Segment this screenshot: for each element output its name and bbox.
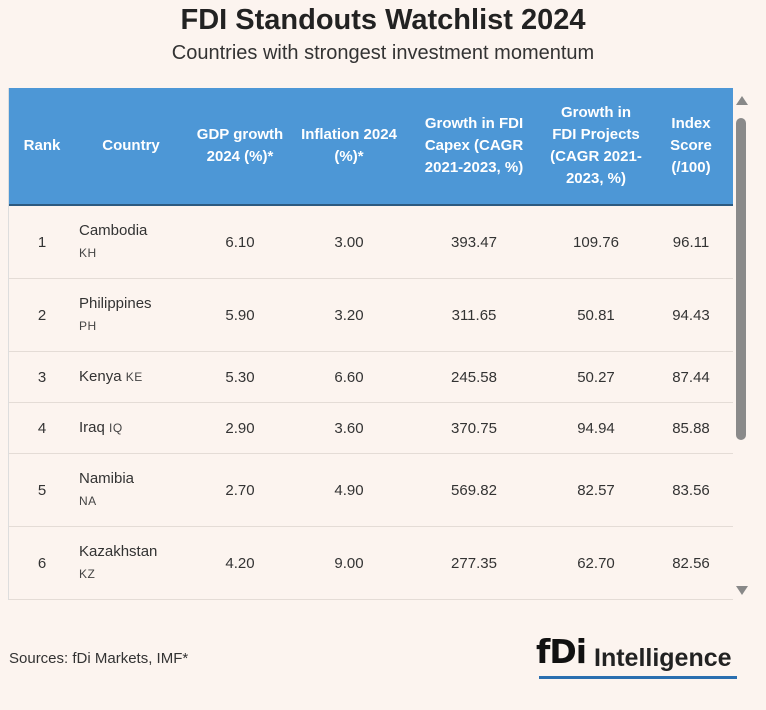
inflation-cell: 9.00 [293,526,405,600]
table-container[interactable]: Rank Country GDP growth 2024 (%)* Inflat… [8,88,733,600]
scrollbar-thumb[interactable] [736,118,746,440]
rank-cell: 2 [9,278,75,352]
header-fdi-projects-growth[interactable]: Growth in FDI Projects (CAGR 2021-2023, … [543,88,649,206]
table-row: 2 Philippines PH 5.90 3.20 311.65 50.81 … [9,278,733,352]
country-code: KZ [79,567,96,581]
table-row: 4 Iraq IQ 2.90 3.60 370.75 94.94 85.88 [9,402,733,454]
page-subtitle: Countries with strongest investment mome… [171,42,595,64]
projects-cell: 50.27 [543,351,649,403]
score-cell: 96.11 [649,205,733,279]
capex-cell: 311.65 [405,278,543,352]
capex-cell: 569.82 [405,453,543,527]
projects-cell: 82.57 [543,453,649,527]
table-row: 3 Kenya KE 5.30 6.60 245.58 50.27 87.44 [9,351,733,403]
country-cell: Namibia NA [75,453,187,527]
gdp-cell: 4.20 [187,526,293,600]
gdp-cell: 2.90 [187,402,293,454]
rank-cell: 6 [9,526,75,600]
country-cell: Iraq IQ [75,402,187,454]
gdp-cell: 5.90 [187,278,293,352]
scroll-up-arrow-icon[interactable] [736,96,748,105]
header-index-score[interactable]: Index Score (/100) [649,88,733,206]
table-header-row: Rank Country GDP growth 2024 (%)* Inflat… [9,88,733,206]
country-code: KH [79,246,97,260]
table-row: 1 Cambodia KH 6.10 3.00 393.47 109.76 96… [9,205,733,279]
scroll-down-arrow-icon[interactable] [736,586,748,595]
projects-cell: 62.70 [543,526,649,600]
header-gdp-growth[interactable]: GDP growth 2024 (%)* [187,88,293,206]
country-cell: Philippines PH [75,278,187,352]
country-code: IQ [109,421,123,435]
score-cell: 94.43 [649,278,733,352]
gdp-cell: 6.10 [187,205,293,279]
header-inflation[interactable]: Inflation 2024 (%)* [293,88,405,206]
inflation-cell: 3.00 [293,205,405,279]
country-name: Kenya [79,368,122,385]
inflation-cell: 3.60 [293,402,405,454]
fdi-intelligence-logo: fDi Intelligence [536,632,738,680]
rank-cell: 3 [9,351,75,403]
page-title: FDI Standouts Watchlist 2024 [180,4,586,36]
score-cell: 85.88 [649,402,733,454]
logo-mark: fDi [536,632,587,671]
score-cell: 82.56 [649,526,733,600]
country-code: KE [125,370,143,384]
country-cell: Cambodia KH [75,205,187,279]
table-scrollbar[interactable] [734,92,748,600]
projects-cell: 109.76 [543,205,649,279]
sources-note: Sources: fDi Markets, IMF* [9,650,189,667]
country-name: Philippines [79,295,152,312]
score-cell: 87.44 [649,351,733,403]
inflation-cell: 3.20 [293,278,405,352]
rank-cell: 1 [9,205,75,279]
capex-cell: 277.35 [405,526,543,600]
country-name: Iraq [79,419,105,436]
header-fdi-capex-growth[interactable]: Growth in FDI Capex (CAGR 2021-2023, %) [405,88,543,206]
projects-cell: 50.81 [543,278,649,352]
inflation-cell: 6.60 [293,351,405,403]
logo-wordmark: Intelligence [594,644,732,672]
country-name: Kazakhstan [79,543,158,560]
logo-underline [539,676,737,679]
rank-cell: 4 [9,402,75,454]
rank-cell: 5 [9,453,75,527]
score-cell: 83.56 [649,453,733,527]
gdp-cell: 2.70 [187,453,293,527]
country-name: Cambodia [79,222,148,239]
country-name: Namibia [79,470,135,487]
gdp-cell: 5.30 [187,351,293,403]
projects-cell: 94.94 [543,402,649,454]
capex-cell: 370.75 [405,402,543,454]
capex-cell: 393.47 [405,205,543,279]
watchlist-table: Rank Country GDP growth 2024 (%)* Inflat… [9,88,733,600]
header-rank[interactable]: Rank [9,88,75,206]
country-code: PH [79,319,97,333]
table-row: 5 Namibia NA 2.70 4.90 569.82 82.57 83.5… [9,453,733,527]
header-country[interactable]: Country [75,88,187,206]
country-cell: Kenya KE [75,351,187,403]
country-cell: Kazakhstan KZ [75,526,187,600]
inflation-cell: 4.90 [293,453,405,527]
capex-cell: 245.58 [405,351,543,403]
table-row: 6 Kazakhstan KZ 4.20 9.00 277.35 62.70 8… [9,526,733,600]
country-code: NA [79,494,97,508]
